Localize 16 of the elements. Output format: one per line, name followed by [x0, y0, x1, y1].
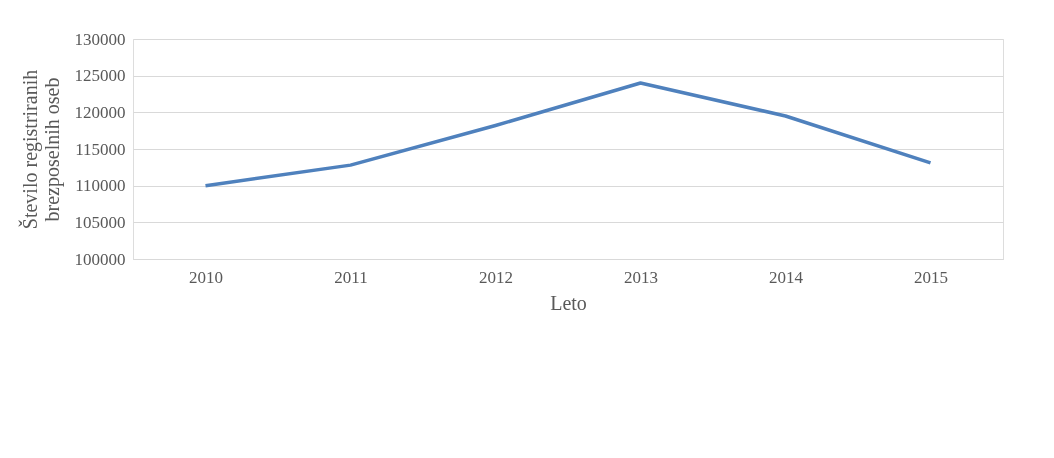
- x-tick-label: 2012: [479, 267, 513, 287]
- y-tick-label: 115000: [75, 139, 126, 159]
- y-tick-label: 120000: [74, 102, 126, 122]
- y-tick-label: 110000: [75, 176, 126, 196]
- y-tick-label: 105000: [74, 212, 126, 232]
- y-axis-title: Število registriranih brezposelnih oseb: [17, 69, 64, 230]
- line-series: [203, 81, 933, 188]
- x-tick-label: 2013: [624, 267, 658, 287]
- x-tick-label: 2011: [334, 267, 368, 287]
- x-tick-label: 2015: [914, 267, 948, 287]
- y-tick-label: 100000: [74, 249, 126, 269]
- x-tick-label: 2010: [189, 267, 223, 287]
- y-tick-label: 125000: [74, 66, 126, 86]
- x-axis-title: Leto: [550, 291, 587, 314]
- x-tick-label: 2014: [769, 267, 804, 287]
- y-tick-label: 130000: [74, 29, 126, 49]
